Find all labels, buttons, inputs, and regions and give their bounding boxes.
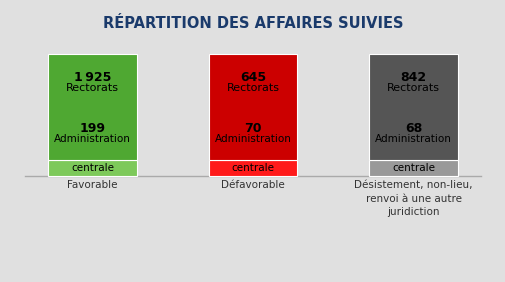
Bar <box>209 160 296 175</box>
Text: Administration: Administration <box>54 134 131 144</box>
Bar <box>209 54 296 160</box>
Text: 1 925: 1 925 <box>74 71 111 84</box>
Text: 645: 645 <box>239 71 266 84</box>
Text: Favorable: Favorable <box>67 180 118 190</box>
Bar <box>48 54 136 160</box>
Text: 842: 842 <box>399 71 426 84</box>
Title: RÉPARTITION DES AFFAIRES SUIVIES: RÉPARTITION DES AFFAIRES SUIVIES <box>103 16 402 31</box>
Text: Rectorats: Rectorats <box>226 83 279 93</box>
Text: Rectorats: Rectorats <box>386 83 439 93</box>
Text: Administration: Administration <box>214 134 291 144</box>
Text: centrale: centrale <box>231 163 274 173</box>
Bar <box>369 160 457 175</box>
Text: Rectorats: Rectorats <box>66 83 119 93</box>
Text: centrale: centrale <box>71 163 114 173</box>
Text: Désistement, non-lieu,
renvoi à une autre
juridiction: Désistement, non-lieu, renvoi à une autr… <box>354 180 472 217</box>
Text: 68: 68 <box>404 122 421 135</box>
Text: Défavorable: Défavorable <box>221 180 284 190</box>
Text: centrale: centrale <box>391 163 434 173</box>
Text: 199: 199 <box>79 122 105 135</box>
Bar <box>48 160 136 175</box>
Bar <box>369 54 457 160</box>
Text: Administration: Administration <box>374 134 451 144</box>
Text: 70: 70 <box>244 122 261 135</box>
